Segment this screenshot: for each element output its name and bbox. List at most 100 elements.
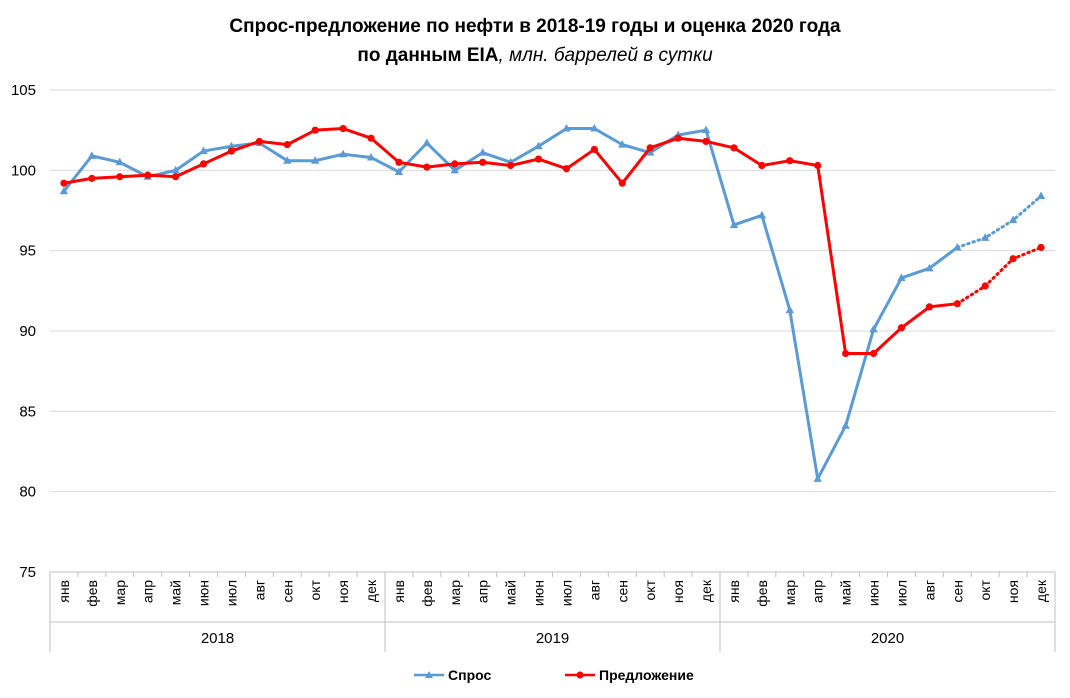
data-point-supply	[674, 134, 682, 142]
data-point-demand	[366, 152, 376, 161]
x-tick-label: мар	[447, 580, 463, 605]
data-point-demand	[646, 148, 655, 156]
chart-title-units: , млн. баррелей в сутки	[498, 45, 713, 66]
data-point-supply	[618, 179, 626, 187]
x-tick-label: окт	[977, 579, 993, 600]
data-point-demand	[338, 149, 348, 158]
data-point-supply	[590, 145, 598, 154]
series-line-demand-forecast	[955, 194, 1043, 249]
data-point-demand	[1008, 215, 1018, 224]
x-tick-label: май	[168, 580, 184, 605]
data-point-demand	[115, 157, 124, 166]
data-point-supply	[451, 160, 459, 168]
data-point-supply	[367, 134, 375, 142]
data-point-supply	[395, 158, 403, 166]
x-tick-label: окт	[642, 579, 658, 600]
year-label: 2018	[201, 630, 234, 647]
x-tick-label: янв	[726, 580, 742, 603]
data-point-demand	[311, 156, 320, 164]
x-tick-label: июн	[866, 580, 882, 606]
year-label: 2019	[536, 630, 569, 647]
x-tick-label: авг	[921, 580, 937, 600]
data-point-supply	[1009, 255, 1017, 263]
x-tick-label: сен	[949, 580, 965, 603]
data-point-supply	[562, 165, 571, 173]
data-point-supply	[925, 303, 933, 311]
x-tick-label: май	[838, 580, 854, 605]
data-point-supply	[786, 157, 794, 165]
x-tick-label: авг	[251, 580, 267, 600]
data-point-demand	[283, 156, 292, 164]
data-point-supply	[60, 179, 68, 187]
data-point-supply	[116, 173, 124, 181]
data-point-demand	[478, 148, 487, 156]
data-point-demand	[701, 125, 711, 134]
data-point-supply	[199, 160, 208, 168]
legend-supply-swatch-icon	[565, 668, 595, 682]
x-tick-label: авг	[586, 580, 602, 600]
legend-supply-label: Предложение	[599, 667, 694, 683]
data-point-demand	[199, 146, 208, 155]
x-tick-label: мар	[112, 580, 128, 605]
x-tick-label: дек	[1033, 579, 1049, 602]
legend-item-demand: Спрос	[414, 664, 491, 686]
x-tick-label: июл	[223, 580, 239, 606]
data-point-supply	[842, 349, 850, 358]
x-tick-label: июн	[531, 580, 547, 606]
data-point-supply	[339, 124, 347, 133]
x-tick-label: дек	[363, 579, 379, 602]
x-tick-label: апр	[475, 580, 491, 603]
y-tick-label: 80	[19, 484, 36, 501]
data-point-demand	[590, 124, 599, 132]
legend-item-supply: Предложение	[565, 664, 694, 686]
chart-title-line2: по данным EIA, млн. баррелей в сутки	[0, 41, 1070, 70]
data-point-demand	[450, 165, 459, 174]
data-point-supply	[981, 282, 989, 290]
x-tick-label: ноя	[1005, 580, 1021, 603]
x-tick-label: сен	[614, 580, 630, 603]
data-point-supply	[730, 144, 738, 152]
x-tick-label: фев	[419, 580, 435, 607]
data-point-supply	[646, 144, 654, 152]
x-tick-label: май	[503, 580, 519, 605]
data-point-supply	[953, 300, 961, 308]
data-point-supply	[869, 349, 878, 358]
data-point-supply	[479, 158, 487, 166]
x-tick-label: янв	[56, 580, 72, 603]
data-point-supply	[88, 174, 96, 182]
series-line-supply-forecast	[955, 245, 1043, 306]
data-point-supply	[144, 171, 152, 179]
data-point-demand	[1036, 191, 1046, 200]
data-point-supply	[1037, 243, 1045, 252]
data-point-demand	[953, 242, 962, 251]
data-point-demand	[534, 141, 543, 150]
data-point-demand	[59, 186, 69, 195]
y-tick-label: 75	[19, 564, 36, 581]
year-label: 2020	[871, 630, 904, 647]
x-tick-label: ноя	[670, 580, 686, 603]
data-point-demand	[562, 124, 571, 132]
data-point-supply	[283, 141, 291, 149]
y-tick-label: 90	[19, 323, 36, 340]
data-point-supply	[255, 137, 263, 146]
legend-demand-swatch-icon	[414, 668, 444, 682]
data-point-supply	[172, 173, 180, 181]
chart-title-source: по данным EIA	[357, 45, 499, 66]
chart-title-line1: Спрос-предложение по нефти в 2018-19 год…	[229, 16, 841, 37]
data-point-supply	[814, 161, 822, 170]
data-point-demand	[813, 474, 822, 482]
data-point-demand	[841, 421, 850, 429]
data-point-demand	[925, 263, 934, 272]
data-point-supply	[534, 155, 543, 163]
y-tick-label: 85	[19, 403, 36, 420]
y-tick-label: 100	[11, 162, 36, 179]
data-point-demand	[757, 210, 767, 219]
data-point-demand	[618, 140, 627, 148]
x-tick-label: фев	[754, 580, 770, 607]
data-point-demand	[785, 305, 794, 314]
legend-demand-label: Спрос	[448, 667, 492, 683]
data-point-demand	[394, 167, 404, 175]
data-point-supply	[227, 147, 236, 155]
data-point-demand	[227, 141, 236, 150]
